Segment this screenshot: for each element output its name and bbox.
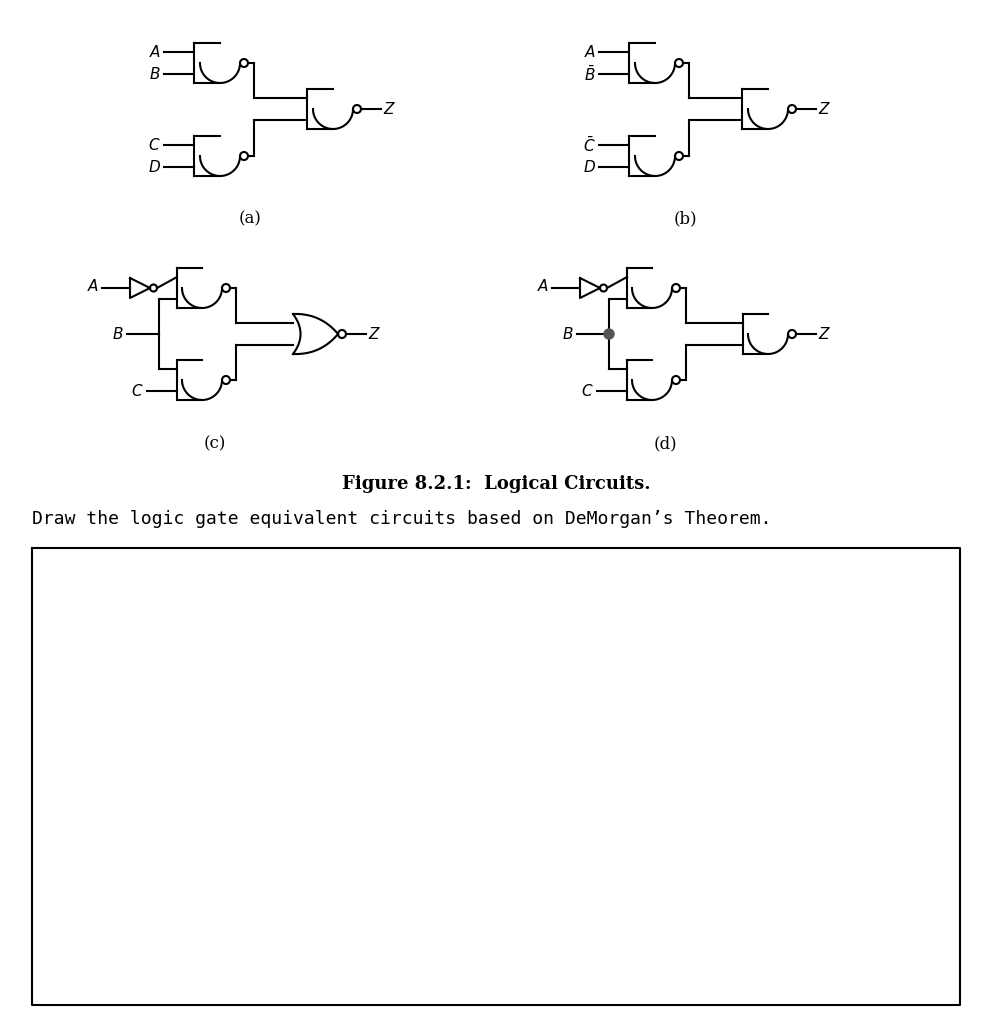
Text: (c): (c) [203,435,226,452]
Text: (d): (d) [653,435,677,452]
Text: (a): (a) [238,210,262,227]
Text: $Z$: $Z$ [368,326,381,342]
Text: $B$: $B$ [150,66,161,82]
Text: Figure 8.2.1:  Logical Circuits.: Figure 8.2.1: Logical Circuits. [341,475,651,493]
Text: $C$: $C$ [581,383,594,399]
Text: $C$: $C$ [131,383,144,399]
Text: $C$: $C$ [149,137,161,153]
Text: $D$: $D$ [583,159,596,175]
Text: $Z$: $Z$ [818,101,831,117]
Text: $Z$: $Z$ [383,101,396,117]
Text: $Z$: $Z$ [818,326,831,342]
Circle shape [604,329,614,339]
Text: $B$: $B$ [562,326,574,342]
Text: $D$: $D$ [148,159,161,175]
Text: $B$: $B$ [112,326,124,342]
Text: $A$: $A$ [584,44,596,60]
Text: Draw the logic gate equivalent circuits based on DeMorgan’s Theorem.: Draw the logic gate equivalent circuits … [32,510,772,528]
Text: (b): (b) [674,210,696,227]
Text: $A$: $A$ [537,278,549,294]
Text: $\bar{C}$: $\bar{C}$ [583,135,596,155]
Text: $A$: $A$ [149,44,161,60]
Text: $A$: $A$ [86,278,99,294]
Text: $\bar{B}$: $\bar{B}$ [584,65,596,84]
